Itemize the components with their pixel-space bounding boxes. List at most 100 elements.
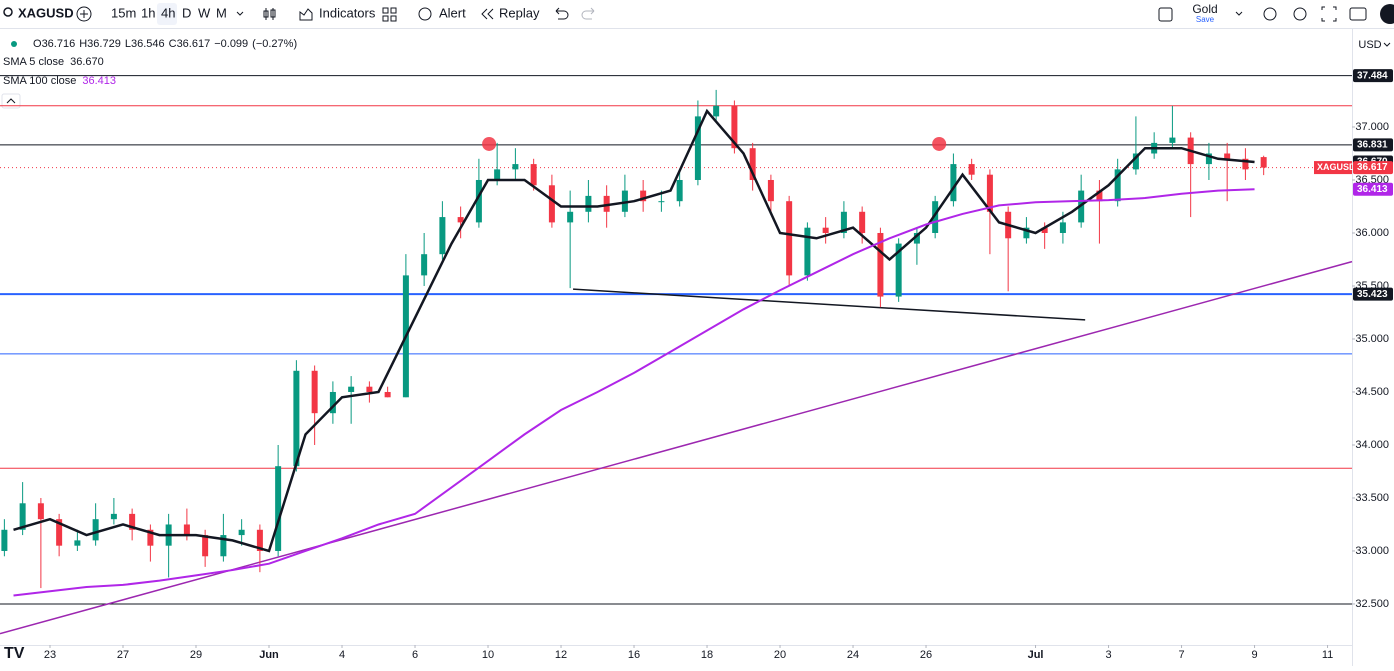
search-icon[interactable] — [3, 7, 13, 17]
candle-body — [37, 503, 44, 520]
y-tick-label: 33.000 — [1355, 545, 1389, 557]
ohlc-value: 36.546 — [131, 38, 165, 50]
candle-body — [1260, 157, 1267, 168]
candle-body — [1114, 169, 1121, 202]
profile-avatar[interactable] — [1380, 4, 1394, 24]
y-tick-label: 34.500 — [1355, 386, 1389, 398]
x-tick-label: 6 — [412, 649, 418, 661]
candle-body — [767, 179, 774, 202]
collapse-legend[interactable] — [1, 93, 21, 109]
interval-dropdown[interactable] — [236, 11, 244, 16]
indicators-icon[interactable] — [299, 8, 313, 21]
candle-body — [567, 211, 574, 223]
candle-body — [621, 190, 628, 212]
candle-body — [311, 370, 318, 414]
quick-search-icon[interactable] — [1263, 7, 1277, 21]
x-tick-label: 4 — [339, 649, 345, 661]
x-tick-label: 23 — [44, 649, 56, 661]
ohlc-legend: O36.716 H36.729 L36.546 C36.617 −0.099 (−0.27… — [33, 38, 297, 50]
x-tick-label: Jul — [1028, 649, 1044, 661]
indicators-button[interactable]: Indicators — [319, 5, 376, 20]
fullscreen-icon[interactable] — [1321, 6, 1337, 22]
candle-body — [457, 217, 464, 223]
ohlc-label: H — [79, 38, 87, 50]
x-tick-label: 26 — [920, 649, 932, 661]
candle-body — [202, 535, 209, 557]
candle-body — [786, 201, 793, 276]
marker — [932, 136, 947, 151]
add-symbol-icon[interactable] — [76, 6, 92, 22]
candle-body — [512, 164, 519, 170]
symbol[interactable]: XAGUSD — [18, 5, 74, 20]
snapshot-icon[interactable] — [1349, 7, 1367, 21]
currency-dropdown[interactable] — [1383, 42, 1391, 47]
candle-body — [749, 148, 756, 180]
layout-dropdown[interactable] — [1235, 11, 1243, 16]
indicator-name: SMA 5 close — [3, 56, 64, 68]
change: −0.099 — [214, 38, 248, 50]
templates-icon[interactable] — [382, 7, 397, 22]
candle-body — [129, 513, 136, 530]
level-badge: 37.484 — [1357, 70, 1388, 81]
candle-body — [275, 466, 282, 551]
candle-body — [986, 174, 993, 212]
x-tick-label: 27 — [117, 649, 129, 661]
marker — [482, 136, 497, 151]
candle-body — [1041, 227, 1048, 233]
candle-body — [1023, 227, 1030, 239]
x-tick-label: 24 — [847, 649, 859, 661]
level-badge-bg — [1353, 138, 1393, 152]
candle-body — [804, 227, 811, 276]
interval-button[interactable]: 15m — [111, 5, 136, 20]
interval-button[interactable]: W — [198, 5, 211, 20]
candle-body — [895, 243, 902, 297]
level-badge: 36.831 — [1357, 140, 1388, 151]
ohlc-label: C — [169, 38, 177, 50]
interval-button[interactable]: 1h — [141, 5, 155, 20]
x-tick-label: 29 — [190, 649, 202, 661]
replay-button[interactable]: Replay — [499, 5, 540, 20]
redo-icon[interactable] — [581, 7, 595, 20]
candle-body — [932, 201, 939, 233]
y-tick-label: 36.000 — [1355, 227, 1389, 239]
settings-icon[interactable] — [1293, 7, 1307, 21]
candle-body — [1059, 222, 1066, 233]
candle-body — [92, 519, 99, 541]
candle-body — [548, 185, 555, 223]
ohlc-value: 36.716 — [42, 38, 76, 50]
candle-body — [1, 529, 8, 551]
last-price-badge-bg — [1353, 161, 1393, 175]
interval-button[interactable]: M — [216, 5, 227, 20]
ohlc-value: 36.729 — [87, 38, 121, 50]
candle-body — [1169, 137, 1176, 143]
layout-name[interactable]: Gold — [1192, 2, 1217, 16]
candle-body — [293, 370, 300, 467]
ohlc-label: O — [33, 38, 42, 50]
indicator-value: 36.670 — [70, 56, 104, 68]
currency[interactable]: USD — [1358, 39, 1381, 51]
candle-body — [366, 386, 373, 392]
chart-type-icon[interactable] — [263, 8, 276, 20]
layout-save[interactable]: Save — [1196, 15, 1215, 24]
symbol-badge-bg — [1314, 161, 1352, 175]
layout-icon[interactable] — [1158, 7, 1173, 22]
indicator-badge: 36.413 — [1357, 184, 1388, 195]
level-badge-bg — [1353, 287, 1393, 301]
interval-button[interactable]: D — [182, 5, 191, 20]
candle-body — [840, 211, 847, 233]
interval-button[interactable]: 4h — [161, 5, 175, 20]
candle-body — [658, 201, 665, 203]
candle-body — [183, 524, 190, 536]
undo-icon[interactable] — [555, 7, 569, 20]
candle-body — [585, 195, 592, 212]
replay-icon[interactable] — [481, 8, 494, 20]
trendline — [573, 288, 1086, 321]
level-badge-bg — [1353, 69, 1393, 83]
alert-icon[interactable] — [418, 7, 432, 21]
candle-body — [913, 232, 920, 244]
alert-button[interactable]: Alert — [439, 5, 466, 20]
candle-body — [110, 513, 117, 520]
y-tick-label: 33.500 — [1355, 492, 1389, 504]
candle-body — [859, 211, 866, 233]
